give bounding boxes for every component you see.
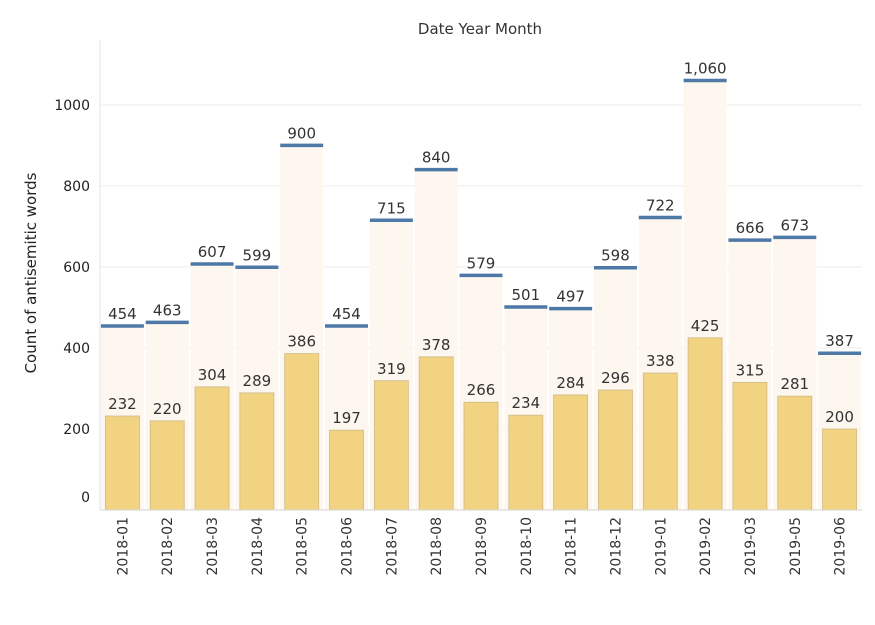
bar	[687, 337, 723, 511]
y-tick-label: 400	[63, 341, 90, 357]
y-axis-ticks: 0 200 400 600 800 1000	[54, 98, 90, 506]
reference-value-label: 463	[153, 301, 182, 319]
bar-value-label: 296	[601, 369, 630, 387]
x-tick-label: 2018-07	[384, 517, 400, 576]
reference-value-label: 598	[601, 247, 630, 265]
bar-value-label: 425	[691, 317, 720, 335]
reference-value-label: 607	[198, 243, 227, 261]
bar	[598, 389, 633, 511]
x-tick-label: 2018-11	[564, 517, 580, 576]
x-tick-label: 2018-03	[205, 517, 221, 576]
bar	[284, 353, 320, 511]
bar	[642, 372, 678, 511]
x-tick-label: 2018-06	[340, 517, 356, 576]
bars	[105, 337, 857, 511]
reference-value-label: 673	[780, 216, 809, 234]
reference-value-label: 599	[243, 246, 272, 264]
bar	[239, 392, 275, 511]
x-tick-label: 2019-03	[743, 517, 759, 576]
bar-value-label: 284	[556, 374, 585, 392]
reference-value-label: 715	[377, 199, 406, 217]
bar-value-label: 281	[780, 375, 809, 393]
x-tick-label: 2019-01	[653, 517, 669, 576]
x-tick-label: 2018-05	[295, 517, 311, 576]
bar-value-label: 266	[467, 381, 496, 399]
y-axis-title: Count of antisemitic words	[22, 172, 40, 373]
bar-value-label: 220	[153, 400, 182, 418]
bar-value-label: 234	[512, 394, 541, 412]
x-tick-label: 2018-04	[250, 517, 266, 576]
y-tick-label: 800	[63, 179, 90, 195]
x-tick-label: 2018-10	[519, 517, 535, 576]
bar-value-label: 197	[332, 409, 361, 427]
y-tick-label: 0	[81, 490, 90, 506]
x-tick-label: 2019-05	[788, 517, 804, 576]
bar	[373, 380, 409, 511]
bar-value-label: 378	[422, 336, 451, 354]
bar	[105, 415, 140, 511]
bar-value-label: 338	[646, 352, 675, 370]
reference-value-label: 666	[736, 219, 765, 237]
bar	[732, 381, 768, 511]
chart-title: Date Year Month	[418, 20, 542, 38]
bar	[508, 414, 544, 511]
reference-value-label: 454	[108, 305, 137, 323]
data-labels: 232 454 220 463 304 607 289 599 386 900 197 454 319 7…	[108, 60, 854, 428]
x-axis-ticks: 2018-01 2018-02 2018-03 2018-04 2018-05 2018-…	[115, 517, 848, 576]
bar	[329, 429, 364, 511]
bar	[418, 356, 454, 511]
bar	[553, 394, 589, 511]
bar	[463, 401, 499, 511]
x-tick-label: 2019-02	[698, 517, 714, 576]
reference-value-label: 722	[646, 196, 675, 214]
bar-value-label: 304	[198, 366, 227, 384]
reference-lines	[100, 78, 862, 355]
x-tick-label: 2019-06	[833, 517, 849, 576]
y-tick-label: 1000	[54, 98, 90, 114]
x-tick-label: 2018-08	[429, 517, 445, 576]
reference-value-label: 1,060	[684, 60, 727, 78]
x-tick-label: 2018-01	[115, 517, 131, 576]
reference-value-label: 840	[422, 149, 451, 167]
bar-value-label: 200	[825, 408, 854, 426]
x-tick-label: 2018-02	[160, 517, 176, 576]
bar-value-label: 289	[243, 372, 272, 390]
bar	[149, 420, 185, 511]
bar-value-label: 315	[736, 361, 765, 379]
reference-value-label: 454	[332, 305, 361, 323]
bar-value-label: 232	[108, 395, 137, 413]
reference-value-label: 900	[287, 124, 316, 142]
bar-value-label: 386	[287, 333, 316, 351]
bar	[194, 386, 230, 511]
reference-value-label: 387	[825, 332, 854, 350]
x-tick-label: 2018-12	[608, 517, 624, 576]
reference-value-label: 579	[467, 254, 496, 272]
y-tick-label: 200	[63, 422, 90, 438]
bar	[777, 395, 813, 511]
reference-value-label: 497	[556, 288, 585, 306]
bar	[822, 428, 857, 511]
x-tick-label: 2018-09	[474, 517, 490, 576]
reference-value-label: 501	[512, 286, 541, 304]
bar-value-label: 319	[377, 360, 406, 378]
y-tick-label: 600	[63, 260, 90, 276]
